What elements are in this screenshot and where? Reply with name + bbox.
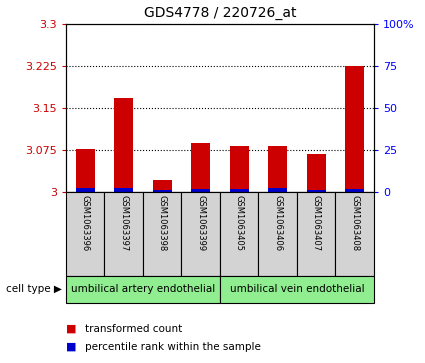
Text: umbilical artery endothelial: umbilical artery endothelial: [71, 285, 215, 294]
Bar: [191, 143, 210, 192]
Bar: [306, 190, 326, 192]
Bar: [76, 188, 95, 192]
Bar: [230, 146, 249, 192]
Text: ■: ■: [66, 342, 76, 352]
Text: ■: ■: [66, 323, 76, 334]
Bar: [220, 276, 374, 303]
Bar: [66, 192, 105, 276]
Bar: [181, 192, 220, 276]
Bar: [66, 276, 220, 303]
Bar: [105, 192, 143, 276]
Title: GDS4778 / 220726_at: GDS4778 / 220726_at: [144, 6, 296, 20]
Text: percentile rank within the sample: percentile rank within the sample: [85, 342, 261, 352]
Bar: [258, 192, 297, 276]
Bar: [153, 180, 172, 192]
Text: GSM1063399: GSM1063399: [196, 195, 205, 251]
Bar: [230, 189, 249, 192]
Bar: [143, 192, 181, 276]
Text: GSM1063397: GSM1063397: [119, 195, 128, 251]
Text: GSM1063408: GSM1063408: [350, 195, 359, 251]
Text: GSM1063406: GSM1063406: [273, 195, 282, 251]
Bar: [220, 192, 258, 276]
Bar: [76, 149, 95, 192]
Text: GSM1063407: GSM1063407: [312, 195, 321, 251]
Bar: [114, 188, 133, 192]
Text: cell type ▶: cell type ▶: [6, 285, 62, 294]
Bar: [297, 192, 335, 276]
Bar: [306, 154, 326, 192]
Text: transformed count: transformed count: [85, 323, 182, 334]
Text: GSM1063398: GSM1063398: [158, 195, 167, 251]
Bar: [268, 188, 287, 192]
Bar: [114, 98, 133, 192]
Text: GSM1063405: GSM1063405: [235, 195, 244, 251]
Bar: [345, 189, 364, 192]
Text: umbilical vein endothelial: umbilical vein endothelial: [230, 285, 364, 294]
Text: GSM1063396: GSM1063396: [81, 195, 90, 251]
Bar: [345, 66, 364, 192]
Bar: [335, 192, 374, 276]
Bar: [268, 146, 287, 192]
Bar: [191, 189, 210, 192]
Bar: [153, 189, 172, 192]
